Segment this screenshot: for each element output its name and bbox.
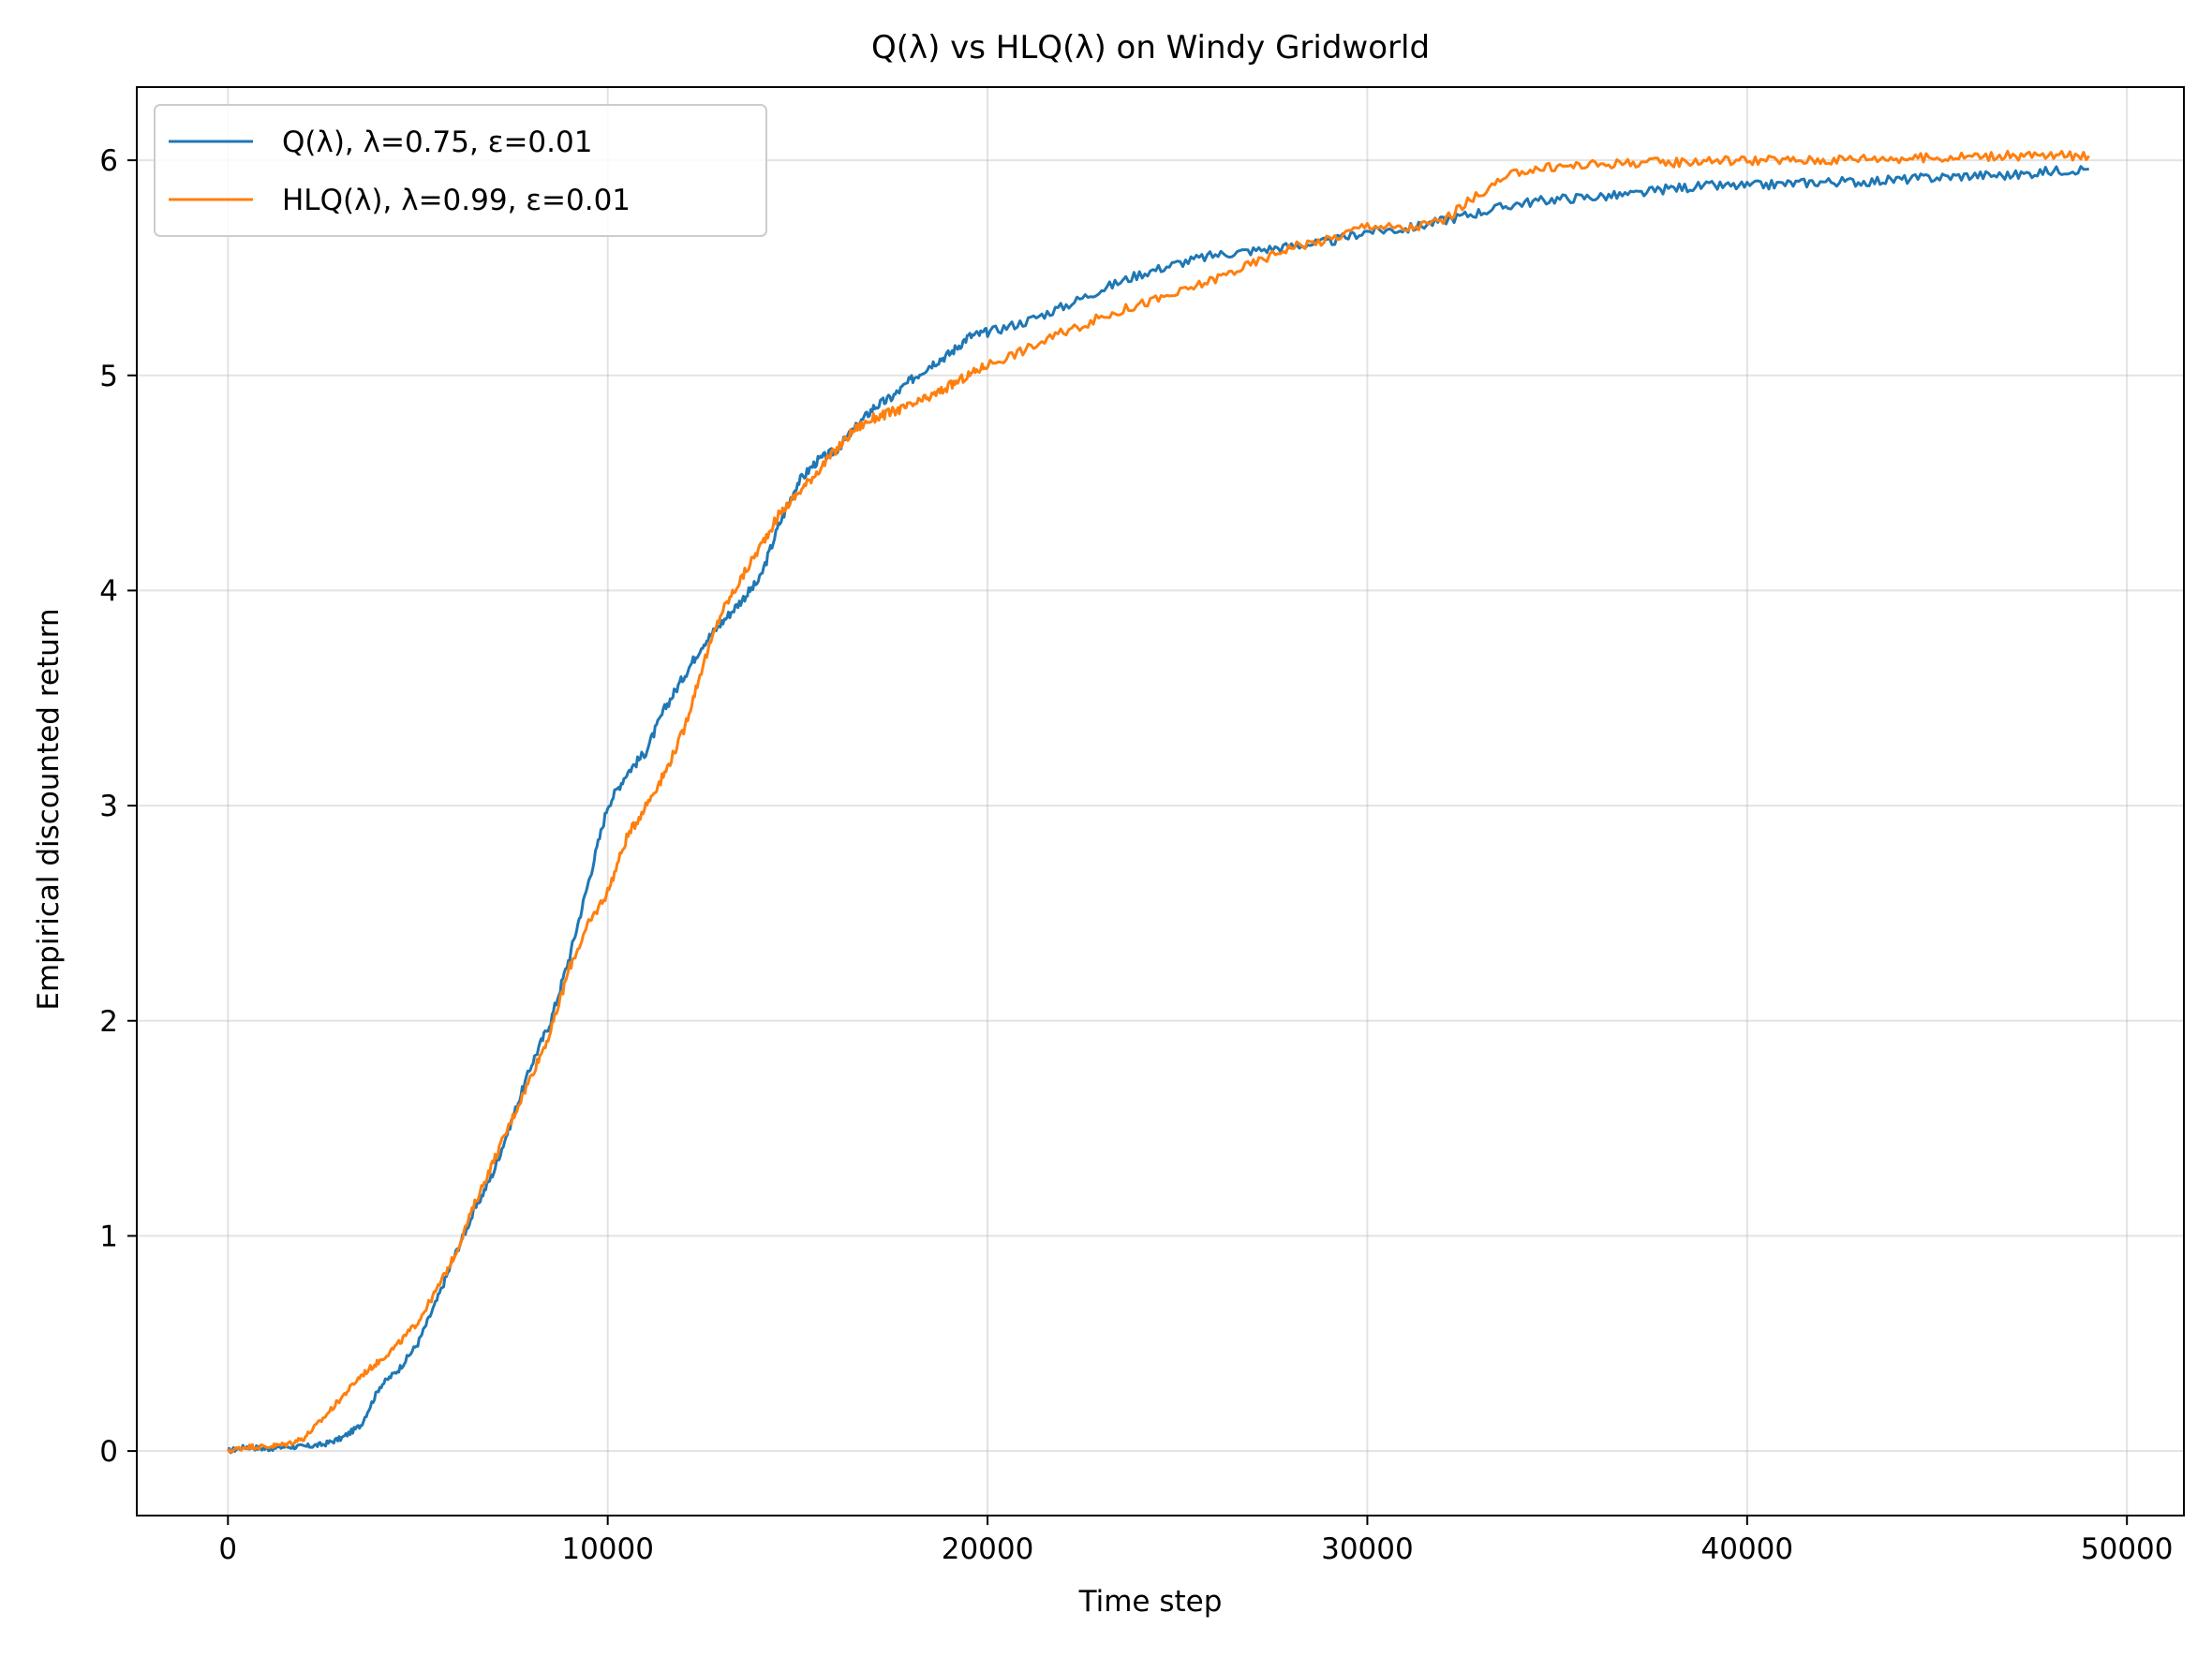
- y-tick-label: 2: [99, 1005, 118, 1039]
- x-tick-label: 40000: [1701, 1532, 1794, 1566]
- legend-box: [154, 104, 767, 237]
- x-tick-label: 10000: [561, 1532, 654, 1566]
- y-tick-label: 0: [99, 1435, 118, 1469]
- y-tick-label: 3: [99, 790, 118, 823]
- legend-label: HLQ(λ), λ=0.99, ε=0.01: [282, 184, 631, 217]
- x-tick-label: 20000: [942, 1532, 1034, 1566]
- legend: Q(λ), λ=0.75, ε=0.01 HLQ(λ), λ=0.99, ε=0.…: [154, 104, 767, 237]
- y-tick-label: 1: [99, 1220, 118, 1253]
- y-axis-label: Empirical discounted return: [32, 608, 66, 1010]
- x-tick-label: 30000: [1321, 1532, 1414, 1566]
- plot-lines: [226, 149, 2090, 1455]
- y-tick-label: 4: [99, 574, 118, 608]
- y-tick-label: 5: [99, 360, 118, 393]
- grid-lines: [137, 87, 2184, 1516]
- y-axis-ticks: 0 1 2 3 4 5 6: [99, 144, 137, 1469]
- x-axis-ticks: 0 10000 20000 30000 40000 50000: [218, 1516, 2174, 1566]
- series-line: [226, 149, 2090, 1454]
- chart-title: Q(λ) vs HLQ(λ) on Windy Gridworld: [871, 29, 1430, 67]
- x-tick-label: 50000: [2081, 1532, 2174, 1566]
- series-line: [227, 165, 2089, 1455]
- y-tick-label: 6: [99, 144, 118, 178]
- legend-label: Q(λ), λ=0.75, ε=0.01: [282, 126, 592, 159]
- x-tick-label: 0: [218, 1532, 237, 1566]
- plot-frame: [136, 86, 2185, 1516]
- x-axis-label: Time step: [1078, 1585, 1223, 1619]
